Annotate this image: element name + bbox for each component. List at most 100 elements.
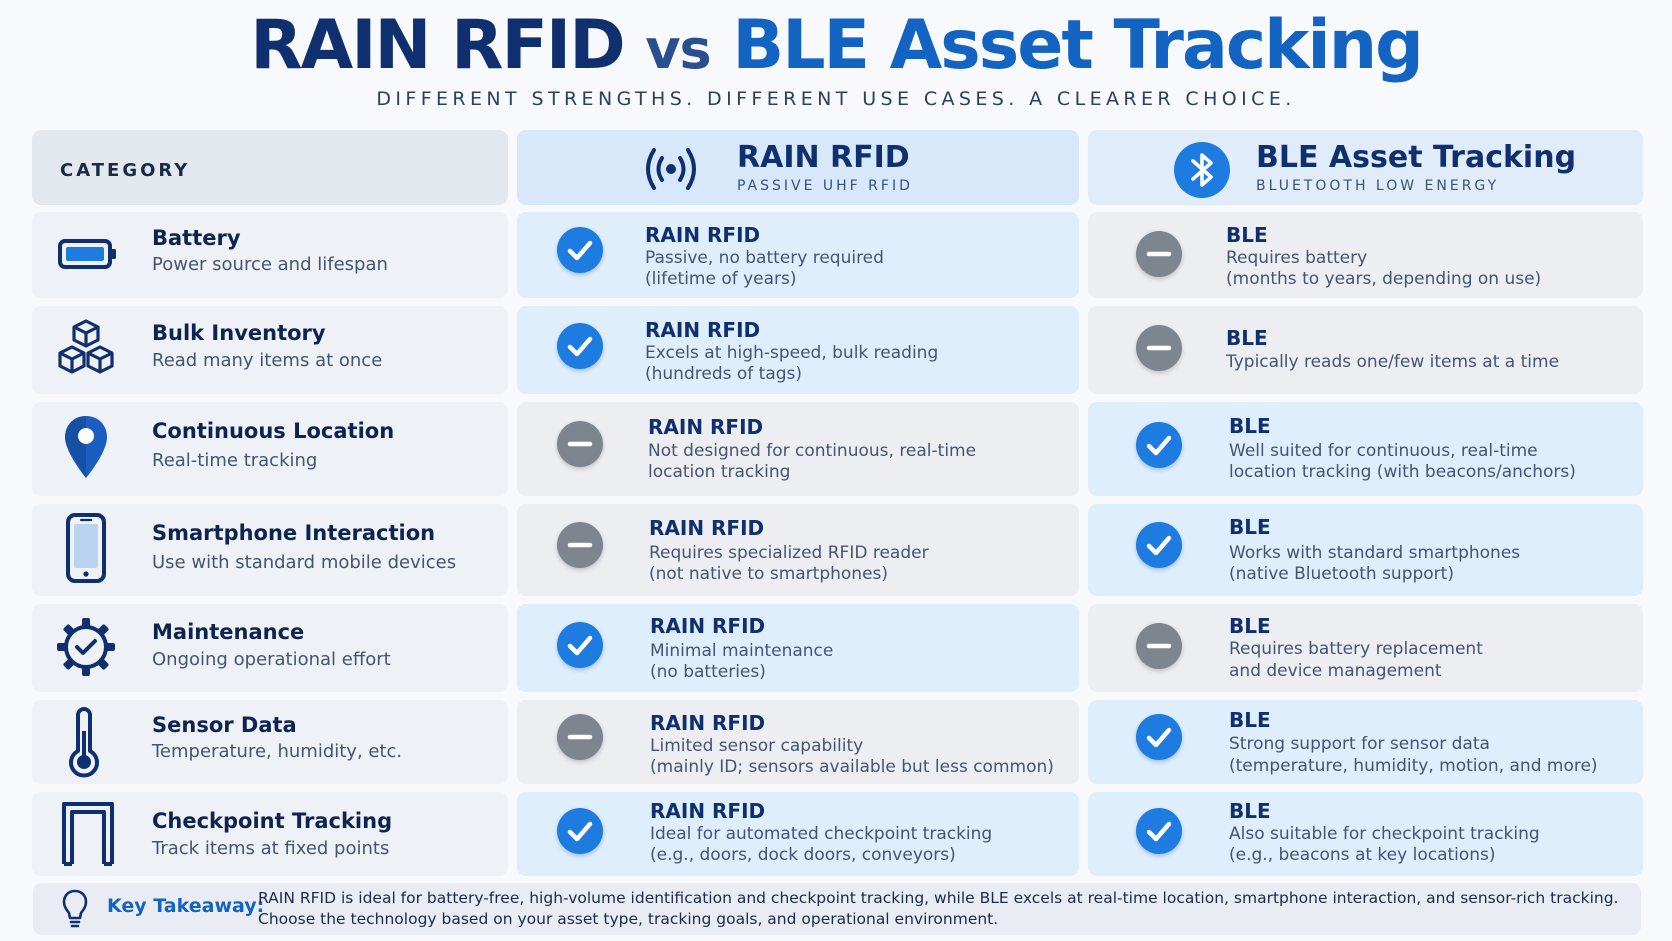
page-subtitle: DIFFERENT STRENGTHS. DIFFERENT USE CASES…	[376, 88, 1296, 110]
ble-cell-line: location tracking (with beacons/anchors)	[1229, 462, 1576, 482]
rfid-cell	[517, 306, 1079, 394]
minus-icon	[1136, 325, 1182, 371]
key-takeaway-bar	[33, 883, 1641, 935]
rfid-cell-line: Limited sensor capability	[650, 736, 864, 756]
category-title: Maintenance	[152, 620, 305, 644]
rfid-cell-line: (e.g., doors, dock doors, conveyors)	[650, 845, 956, 865]
rfid-cell-line: (lifetime of years)	[645, 269, 797, 289]
category-description: Track items at fixed points	[152, 838, 390, 859]
category-cell	[32, 306, 508, 394]
minus-icon	[557, 522, 603, 568]
rfid-cell-title: RAIN RFID	[650, 799, 766, 823]
ble-column-title: BLE Asset Tracking	[1256, 140, 1577, 175]
category-header-label: CATEGORY	[60, 160, 191, 181]
ble-cell-line: Requires battery replacement	[1229, 639, 1483, 659]
category-description: Read many items at once	[152, 350, 383, 371]
ble-cell-title: BLE	[1226, 223, 1268, 247]
category-description: Real-time tracking	[152, 450, 318, 471]
category-title: Smartphone Interaction	[152, 521, 436, 545]
rfid-cell	[517, 212, 1079, 298]
rfid-cell-title: RAIN RFID	[650, 614, 766, 638]
rfid-cell-line: Not designed for continuous, real-time	[648, 441, 977, 461]
check-icon	[557, 227, 603, 273]
category-description: Temperature, humidity, etc.	[152, 741, 403, 762]
check-icon	[1136, 714, 1182, 760]
category-cell	[32, 700, 508, 784]
rfid-cell-title: RAIN RFID	[645, 223, 761, 247]
category-title: Sensor Data	[152, 713, 297, 737]
ble-column-subtitle: BLUETOOTH LOW ENERGY	[1256, 178, 1500, 194]
rfid-cell-title: RAIN RFID	[648, 415, 764, 439]
category-description: Power source and lifespan	[152, 254, 388, 275]
minus-icon	[557, 421, 603, 467]
rfid-cell-title: RAIN RFID	[649, 516, 765, 540]
rfid-cell-line: Passive, no battery required	[645, 248, 884, 268]
rfid-cell	[517, 504, 1079, 596]
rfid-column-subtitle: PASSIVE UHF RFID	[737, 178, 913, 194]
rfid-cell-line: (hundreds of tags)	[645, 364, 803, 384]
rfid-cell-line: (no batteries)	[650, 662, 766, 682]
category-cell	[32, 402, 508, 496]
ble-cell-line: and device management	[1229, 661, 1442, 681]
check-icon	[557, 622, 603, 668]
rfid-signal-icon	[646, 148, 696, 190]
lightbulb-icon	[62, 889, 88, 928]
key-takeaway-label: Key Takeaway:	[107, 895, 265, 917]
rfid-cell-line: Excels at high-speed, bulk reading	[645, 343, 939, 363]
rfid-column-header	[517, 130, 1079, 205]
check-icon	[1136, 522, 1182, 568]
rfid-cell-line: Ideal for automated checkpoint tracking	[650, 824, 993, 844]
minus-icon	[557, 714, 603, 760]
ble-cell-line: (months to years, depending on use)	[1226, 269, 1542, 289]
rfid-cell	[517, 604, 1079, 692]
rfid-cell	[517, 402, 1079, 496]
category-cell	[32, 504, 508, 596]
rfid-cell-title: RAIN RFID	[645, 318, 761, 342]
ble-cell-title: BLE	[1229, 614, 1271, 638]
check-icon	[1136, 808, 1182, 854]
check-icon	[557, 323, 603, 369]
ble-cell-title: BLE	[1229, 515, 1271, 539]
rfid-cell-line: (not native to smartphones)	[649, 564, 889, 584]
category-description: Ongoing operational effort	[152, 649, 391, 670]
minus-icon	[1136, 231, 1182, 277]
rfid-cell-line: location tracking	[648, 462, 791, 482]
category-description: Use with standard mobile devices	[152, 552, 457, 573]
ble-cell-line: Typically reads one/few items at a time	[1226, 352, 1560, 372]
battery-icon	[58, 239, 116, 269]
page-title: RAIN RFID vs BLE Asset Tracking	[250, 6, 1424, 85]
rfid-column-title: RAIN RFID	[737, 140, 910, 175]
location-pin-icon	[65, 416, 107, 478]
ble-cell-title: BLE	[1226, 326, 1268, 350]
ble-cell-line: Well suited for continuous, real-time	[1229, 441, 1538, 461]
rfid-cell	[517, 792, 1079, 876]
category-title: Checkpoint Tracking	[152, 809, 393, 833]
ble-cell-line: (native Bluetooth support)	[1229, 564, 1454, 584]
smartphone-icon	[66, 513, 106, 583]
rfid-cell-line: Requires specialized RFID reader	[649, 543, 929, 563]
key-takeaway-text: Choose the technology based on your asse…	[258, 910, 999, 928]
ble-cell-line: (temperature, humidity, motion, and more…	[1229, 756, 1598, 776]
category-title: Bulk Inventory	[152, 321, 326, 345]
key-takeaway-text: RAIN RFID is ideal for battery-free, hig…	[258, 889, 1619, 907]
boxes-icon	[58, 319, 114, 374]
ble-cell-title: BLE	[1229, 414, 1271, 438]
check-icon	[1136, 422, 1182, 468]
check-icon	[557, 808, 603, 854]
minus-icon	[1136, 623, 1182, 669]
ble-cell-line: (e.g., beacons at key locations)	[1229, 845, 1496, 865]
ble-cell-line: Works with standard smartphones	[1229, 543, 1521, 563]
rfid-cell-line: Minimal maintenance	[650, 641, 834, 661]
ble-cell-title: BLE	[1229, 799, 1271, 823]
category-header	[32, 130, 508, 205]
category-title: Continuous Location	[152, 419, 395, 443]
rfid-cell-title: RAIN RFID	[650, 711, 766, 735]
ble-cell-title: BLE	[1229, 708, 1271, 732]
ble-cell-line: Requires battery	[1226, 248, 1368, 268]
category-title: Battery	[152, 226, 241, 250]
gear-check-icon	[57, 618, 115, 676]
rfid-cell	[517, 700, 1079, 784]
rfid-cell-line: (mainly ID; sensors available but less c…	[650, 757, 1054, 777]
ble-cell-line: Strong support for sensor data	[1229, 734, 1490, 754]
checkpoint-gate-icon	[62, 802, 114, 866]
